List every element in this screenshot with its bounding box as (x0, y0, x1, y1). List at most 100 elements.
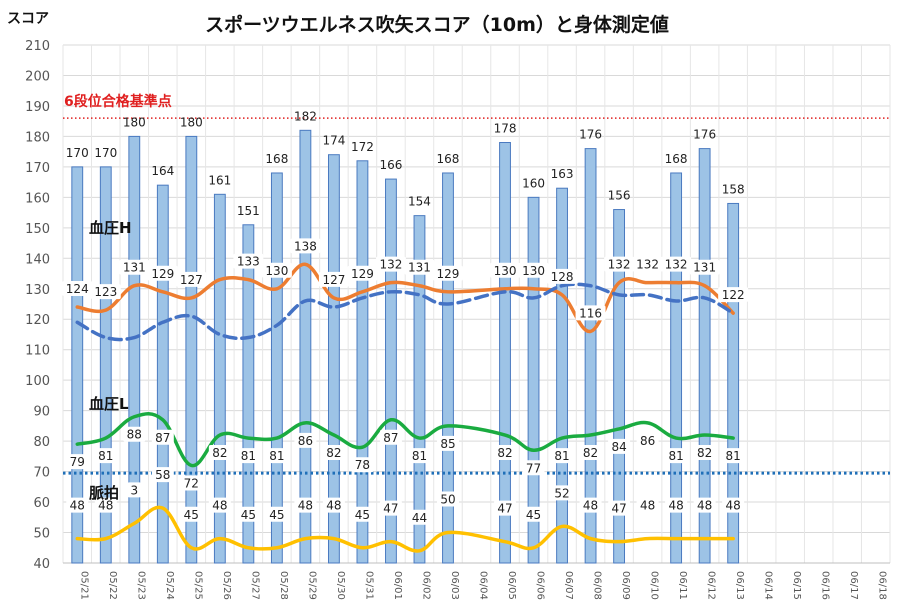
point-value-label-bp_high: 127 (322, 273, 345, 287)
point-label-background (351, 506, 374, 522)
point-value-label-bp_high: 129 (351, 267, 374, 281)
x-tick-label: 06/12 (706, 571, 717, 600)
y-tick-label: 60 (33, 496, 50, 511)
point-value-label-bp_low: 81 (412, 449, 427, 463)
point-label-background (119, 259, 150, 275)
point-label-background (322, 497, 345, 513)
point-label-background (351, 457, 374, 473)
point-label-background (180, 506, 203, 522)
bar-value-label: 172 (351, 140, 374, 154)
gridlines (62, 44, 891, 564)
bar-value-label: 168 (665, 152, 688, 166)
bar-value-label: 154 (408, 195, 431, 209)
series-name-bp-low: 血圧L (89, 395, 129, 413)
point-label-background (294, 497, 317, 513)
point-value-label-pulse: 45 (526, 508, 541, 522)
bar (613, 209, 626, 564)
x-tick-label: 06/09 (620, 571, 631, 600)
point-value-label-bp_low: 81 (269, 449, 284, 463)
bar-value-label: 163 (551, 167, 574, 181)
point-value-label-bp_low: 82 (212, 446, 227, 460)
point-value-label-bp_high: 132 (379, 258, 402, 272)
point-label-background (494, 445, 517, 461)
point-value-label-pulse: 50 (440, 493, 455, 507)
point-value-label-bp_low: 82 (497, 446, 512, 460)
y-tick-label: 200 (25, 69, 50, 84)
point-label-background (632, 256, 663, 272)
bar (413, 215, 426, 564)
point-label-background (494, 500, 517, 516)
point-value-label-bp_low: 77 (526, 461, 541, 475)
bar-value-label: 166 (379, 158, 402, 172)
point-value-label-bp_high: 127 (180, 273, 203, 287)
x-tick-label: 06/01 (392, 571, 403, 600)
bar-value-label: 168 (437, 152, 460, 166)
bar (128, 135, 141, 564)
point-label-background (551, 448, 574, 464)
point-label-background (318, 271, 349, 287)
y-tick-label: 70 (33, 466, 50, 481)
point-value-label-bp_high: 129 (437, 267, 460, 281)
bar-value-label: 170 (94, 146, 117, 160)
point-label-background (66, 497, 89, 513)
point-value-label-bp_high: 130 (522, 264, 545, 278)
bar-value-label: 180 (180, 115, 203, 129)
series-line-3 (75, 505, 735, 553)
series-lines (75, 262, 735, 553)
point-label-background (180, 475, 203, 491)
point-value-label-bp_low: 81 (98, 449, 113, 463)
y-axis-label: スコア (7, 11, 49, 27)
bar (299, 129, 312, 564)
x-tick-label: 06/15 (791, 571, 802, 600)
point-value-label-pulse: 3 (130, 483, 138, 497)
x-tick-label: 06/17 (848, 571, 859, 600)
x-axis-ticks: 05/21 05/22 05/23 05/24 05/25 05/26 05/27 05/28… (78, 571, 887, 600)
bar-value-label: 168 (265, 152, 288, 166)
x-tick-label: 05/26 (221, 571, 232, 600)
point-value-label-pulse: 48 (640, 499, 655, 513)
point-value-label-pulse: 45 (184, 508, 199, 522)
point-value-label-bp_low: 81 (241, 449, 256, 463)
point-label-background (693, 445, 716, 461)
point-value-label-bp_low: 86 (640, 434, 655, 448)
point-value-label-pulse: 48 (298, 499, 313, 513)
point-value-label-pulse: 45 (355, 508, 370, 522)
point-label-background (551, 485, 574, 501)
point-value-label-bp_high: 122 (722, 288, 745, 302)
y-tick-label: 170 (25, 161, 50, 176)
point-label-background (404, 259, 435, 275)
x-tick-label: 05/29 (306, 571, 317, 600)
point-value-label-bp_low: 81 (554, 449, 569, 463)
y-tick-label: 90 (33, 405, 50, 420)
point-label-background (522, 506, 545, 522)
x-tick-label: 06/13 (734, 571, 745, 600)
y-tick-label: 130 (25, 283, 50, 298)
series-line-2 (75, 411, 735, 468)
point-value-labels: 124 123 131 129 127 133 130 138 127 129 132 131 129 1… (62, 238, 749, 525)
x-tick-label: 06/08 (592, 571, 603, 600)
point-label-background (636, 432, 659, 448)
x-tick-label: 06/11 (677, 571, 688, 600)
series-names: 血圧H 血圧L 脈拍 (89, 219, 132, 502)
point-value-label-pulse: 48 (697, 499, 712, 513)
point-value-label-bp_high: 123 (94, 285, 117, 299)
series-line-0 (75, 262, 735, 334)
point-label-background (718, 287, 749, 303)
point-value-label-bp_low: 82 (697, 446, 712, 460)
point-value-label-pulse: 47 (611, 502, 626, 516)
y-tick-label: 210 (25, 39, 50, 54)
point-value-label-bp_low: 82 (583, 446, 598, 460)
point-value-label-bp_low: 72 (184, 476, 199, 490)
point-label-background (436, 435, 459, 451)
point-label-background (265, 506, 288, 522)
point-value-label-bp_low: 88 (127, 428, 142, 442)
point-value-label-bp_high: 131 (693, 261, 716, 275)
y-tick-label: 150 (25, 222, 50, 237)
bar-value-label: 156 (608, 189, 631, 203)
x-tick-label: 05/22 (107, 571, 118, 600)
bar-value-label: 170 (66, 146, 89, 160)
point-label-background (66, 454, 89, 470)
bar (213, 193, 226, 564)
point-value-label-bp_high: 132 (608, 258, 631, 272)
point-value-label-bp_low: 82 (326, 446, 341, 460)
